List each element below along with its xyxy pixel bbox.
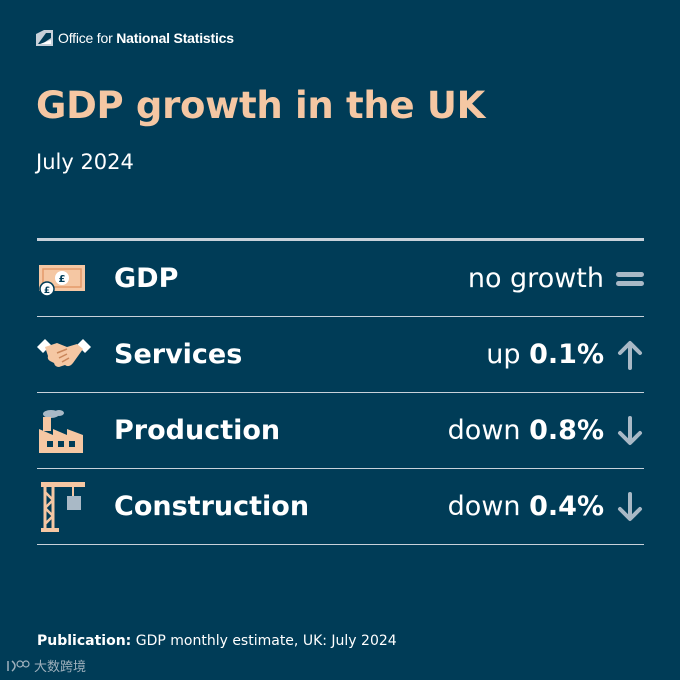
indicator-value: no growth — [467, 263, 604, 294]
indicator-value: down 0.4% — [447, 491, 604, 522]
factory-icon — [37, 409, 91, 453]
arrow-up-icon — [616, 340, 644, 370]
watermark-logo-icon — [7, 659, 30, 672]
ons-logo-icon — [36, 30, 53, 46]
equals-icon — [616, 264, 644, 294]
publication-note: Publication: GDP monthly estimate, UK: J… — [37, 633, 397, 649]
indicator-label: GDP — [114, 263, 179, 294]
page-title: GDP growth in the UK — [36, 84, 485, 127]
watermark-text: 大数跨境 — [34, 660, 87, 675]
indicator-value: down 0.8% — [447, 415, 604, 446]
crane-icon — [37, 481, 91, 532]
indicator-row-gdp: £ £ GDP no growth — [37, 241, 644, 317]
indicator-label: Production — [114, 415, 281, 446]
indicator-table: £ £ GDP no growth Services up 0.1% — [37, 238, 644, 545]
indicator-value: up 0.1% — [486, 339, 604, 370]
indicator-row-construction: Construction down 0.4% — [37, 469, 644, 545]
page-subtitle: July 2024 — [36, 150, 134, 174]
indicator-row-services: Services up 0.1% — [37, 317, 644, 393]
svg-text:£: £ — [44, 286, 50, 296]
indicator-label: Services — [114, 339, 243, 370]
ons-logo-text: Office for National Statistics — [58, 30, 234, 46]
watermark: 大数跨境 — [6, 656, 86, 675]
handshake-icon — [37, 335, 91, 375]
arrow-down-icon — [616, 491, 644, 522]
indicator-label: Construction — [114, 491, 310, 522]
ons-logo: Office for National Statistics — [36, 30, 234, 46]
svg-text:£: £ — [59, 274, 66, 285]
arrow-down-icon — [616, 415, 644, 446]
indicator-row-production: Production down 0.8% — [37, 393, 644, 469]
banknote-icon: £ £ — [37, 259, 91, 299]
